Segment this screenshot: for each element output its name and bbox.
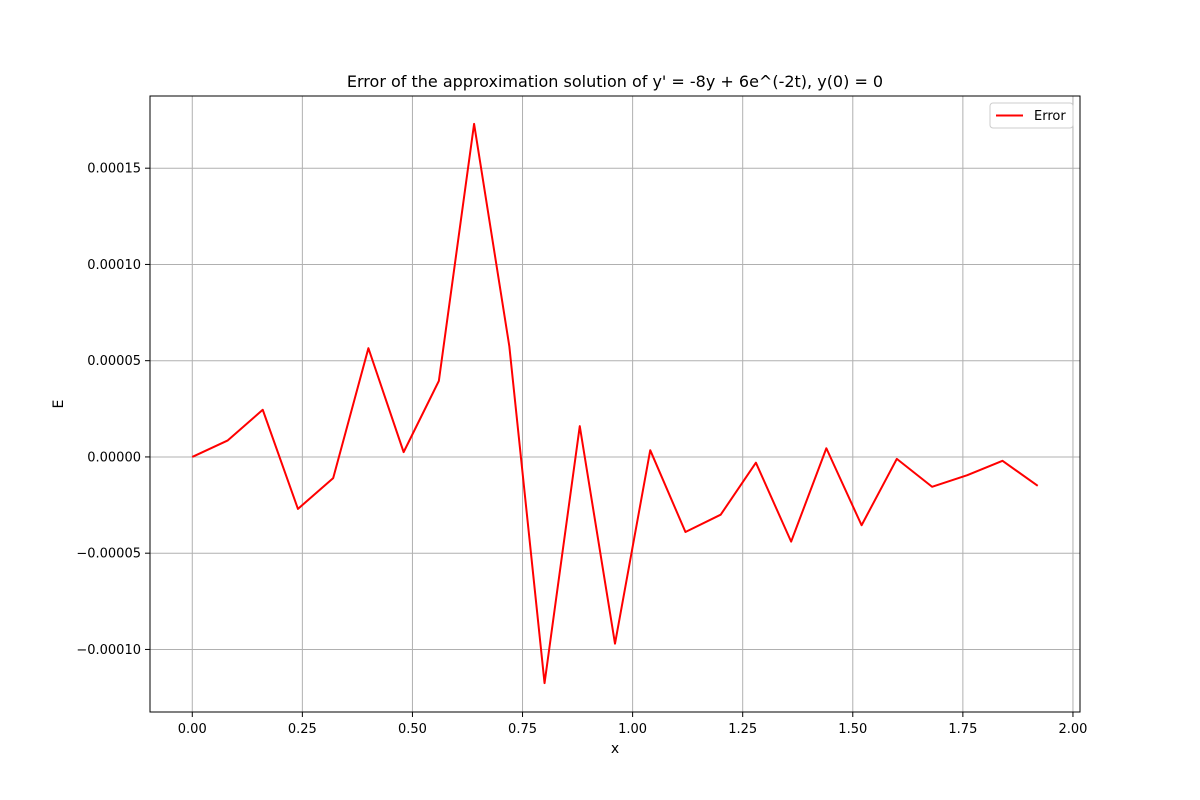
chart-title: Error of the approximation solution of y… <box>347 72 883 91</box>
plot-frame <box>149 95 1081 713</box>
x-tick-label: 1.75 <box>948 722 977 737</box>
grid <box>150 96 1080 712</box>
x-tick-label: 1.50 <box>838 722 867 737</box>
y-tick-label: 0.00005 <box>87 354 141 369</box>
y-tick-label: −0.00010 <box>76 643 141 658</box>
legend-entry-error: Error <box>1034 109 1066 124</box>
y-tick-label: 0.00000 <box>87 450 141 465</box>
x-axis-label: x <box>611 741 619 757</box>
legend-box <box>989 102 1074 129</box>
y-axis-label: E <box>51 400 67 409</box>
x-tick-label: 0.50 <box>398 722 427 737</box>
x-axis: 0.00 0.25 0.50 0.75 1.00 1.25 1.50 1.75 2.00 <box>178 712 1087 737</box>
x-tick-label: 2.00 <box>1058 722 1087 737</box>
legend: Error <box>989 102 1074 129</box>
x-tick-label: 0.25 <box>288 722 317 737</box>
x-tick-label: 1.25 <box>728 722 757 737</box>
series-layer <box>191 122 1039 685</box>
x-tick-label: 0.75 <box>508 722 537 737</box>
y-tick-label: −0.00005 <box>76 547 141 562</box>
x-tick-label: 1.00 <box>618 722 647 737</box>
x-tick-label: 0.00 <box>178 722 207 737</box>
y-axis: −0.00010 −0.00005 0.00000 0.00005 0.00010 0.0… <box>76 162 150 658</box>
y-tick-label: 0.00015 <box>87 162 141 177</box>
y-tick-label: 0.00010 <box>87 258 141 273</box>
